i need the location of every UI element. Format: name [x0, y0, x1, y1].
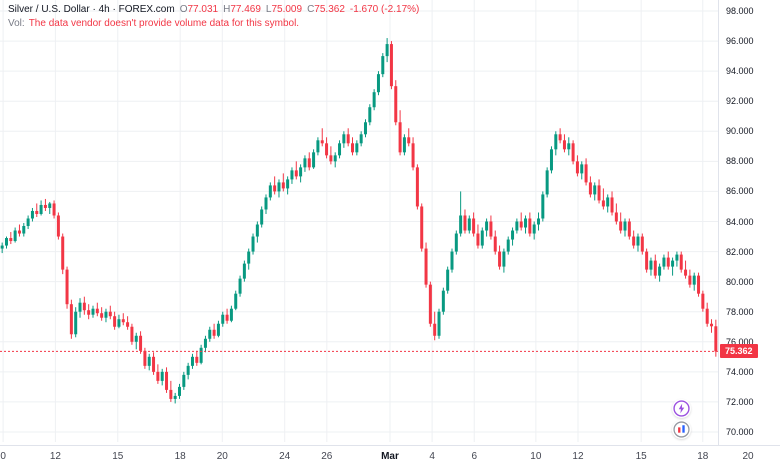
price-tick-label: 84.000 [726, 216, 754, 227]
price-tick-label: 80.000 [726, 276, 754, 287]
price-tick-label: 94.000 [726, 66, 754, 77]
price-tick-label: 88.000 [726, 156, 754, 167]
open-value: 77.031 [187, 4, 219, 15]
change-value: -1.670 (-2.17%) [349, 4, 420, 15]
last-price-badge: 75.362 [720, 344, 758, 359]
open-label: O [179, 4, 188, 15]
time-tick-label: 15 [112, 451, 124, 462]
time-tick-label: 6 [471, 451, 478, 462]
legend-row-main: Silver / U.S. Dollar · 4h · FOREX.com O77… [8, 3, 419, 17]
lightning-icon [673, 400, 690, 417]
close-label: C [307, 4, 315, 15]
candles [0, 38, 718, 404]
time-tick-label: Mar [381, 451, 399, 462]
bars-button[interactable] [672, 420, 691, 439]
volume-label: Vol: [8, 18, 25, 29]
price-tick-label: 76.000 [726, 336, 754, 347]
grid-lines [0, 0, 718, 442]
time-tick-label: 18 [174, 451, 186, 462]
price-tick-label: 78.000 [726, 306, 754, 317]
time-tick-label: 15 [635, 451, 647, 462]
time-tick-label: 18 [697, 451, 709, 462]
price-tick-label: 92.000 [726, 96, 754, 107]
price-tick-label: 98.000 [726, 6, 754, 16]
price-tick-label: 96.000 [726, 36, 754, 47]
price-tick-label: 70.000 [726, 427, 754, 437]
time-tick-label: 20 [742, 451, 754, 462]
floating-buttons [672, 399, 691, 439]
low-value: 75.009 [271, 4, 303, 15]
time-tick-label: 24 [279, 451, 291, 462]
price-tick-label: 86.000 [726, 186, 754, 197]
chart-legend: Silver / U.S. Dollar · 4h · FOREX.com O77… [8, 3, 419, 31]
time-tick-label: 20 [216, 451, 228, 462]
time-tick-label: 12 [49, 451, 61, 462]
time-scale[interactable]: 0 12 15 18 20 24 26 Mar 4 6 10 12 15 18 20 [0, 445, 780, 470]
price-scale[interactable]: 70.000 72.000 74.000 76.000 78.000 80.000 82.0… [718, 0, 780, 446]
legend-row-volume: Vol: The data vendor doesn't provide volu… [8, 17, 419, 31]
high-label: H [223, 4, 231, 15]
price-tick-label: 74.000 [726, 366, 754, 377]
time-tick-label: 12 [572, 451, 584, 462]
price-tick-label: 82.000 [726, 246, 754, 257]
low-label: L [265, 4, 272, 15]
volume-message: The data vendor doesn't provide volume d… [28, 18, 300, 29]
time-tick-label: 26 [321, 451, 333, 462]
close-value: 75.362 [314, 4, 345, 15]
lightning-button[interactable] [672, 399, 691, 418]
time-tick-label: 0 [0, 451, 6, 462]
symbol-title[interactable]: Silver / U.S. Dollar · 4h · FOREX.com [8, 4, 175, 15]
time-tick-label: 10 [530, 451, 542, 462]
bars-icon [673, 421, 690, 438]
high-value: 77.469 [230, 4, 261, 15]
time-tick-label: 4 [429, 451, 435, 462]
price-tick-label: 90.000 [726, 126, 754, 137]
price-tick-label: 72.000 [726, 396, 754, 407]
